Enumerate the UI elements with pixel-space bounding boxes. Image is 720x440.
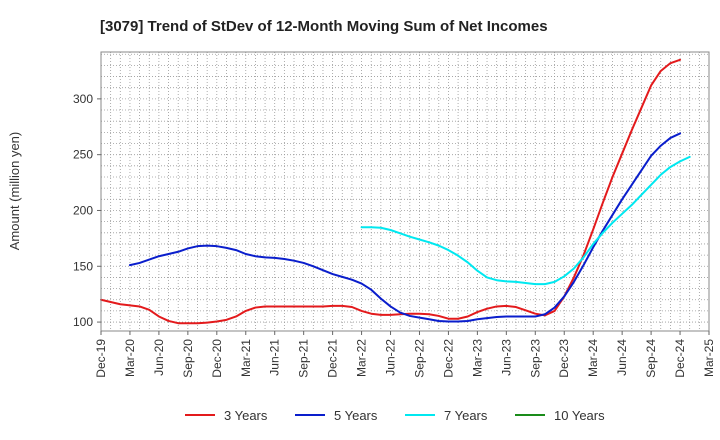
series-line-7-years [360, 155, 691, 286]
x-tick-label: Jun-20 [152, 339, 166, 376]
x-tick-label: Dec-19 [94, 339, 108, 378]
chart-title: [3079] Trend of StDev of 12-Month Moving… [100, 18, 548, 35]
plot-area [101, 52, 709, 331]
y-tick-label: 150 [73, 259, 93, 273]
x-tick-label: Jun-24 [615, 339, 629, 376]
x-tick-label: Mar-23 [470, 339, 484, 377]
x-tick-label: Dec-22 [441, 339, 455, 378]
legend-label: 10 Years [554, 408, 605, 423]
x-tick-label: Sep-21 [297, 339, 311, 378]
x-tick-label: Jun-21 [268, 339, 282, 376]
legend: 3 Years 5 Years 7 Years 10 Years [185, 408, 605, 423]
x-tick-label: Dec-21 [326, 339, 340, 378]
y-tick-label: 300 [73, 92, 93, 106]
x-tick-label: Dec-20 [210, 339, 224, 378]
x-tick-label: Sep-23 [528, 339, 542, 378]
x-tick-label: Dec-23 [557, 339, 571, 378]
legend-label: 3 Years [224, 408, 268, 423]
y-tick-label: 250 [73, 148, 93, 162]
x-tick-label: Mar-24 [586, 339, 600, 377]
plot-frame [100, 51, 710, 332]
x-tick-label: Sep-20 [181, 339, 195, 378]
x-tick-label: Sep-24 [644, 339, 658, 378]
series-line-5-years [128, 132, 682, 323]
series-line-3-years [100, 58, 682, 325]
x-tick-label: Mar-20 [123, 339, 137, 377]
legend-label: 5 Years [334, 408, 378, 423]
y-axis-label: Amount (million yen) [7, 132, 22, 251]
series-lines [100, 58, 691, 325]
y-tick-label: 200 [73, 203, 93, 217]
x-tick-label: Mar-21 [239, 339, 253, 377]
x-tick-label: Mar-22 [355, 339, 369, 377]
y-tick-label: 100 [73, 315, 93, 329]
legend-label: 7 Years [444, 408, 488, 423]
x-tick-label: Sep-22 [412, 339, 426, 378]
x-tick-label: Jun-23 [499, 339, 513, 376]
y-axis-ticks: 100 150 200 250 300 [73, 92, 101, 329]
x-tick-label: Dec-24 [673, 339, 687, 378]
x-tick-label: Jun-22 [384, 339, 398, 376]
grid [100, 52, 710, 331]
x-axis-ticks: Dec-19 Mar-20 Jun-20 Sep-20 Dec-20 Mar-21 Jun-… [94, 331, 716, 378]
x-tick-label: Mar-25 [702, 339, 716, 377]
